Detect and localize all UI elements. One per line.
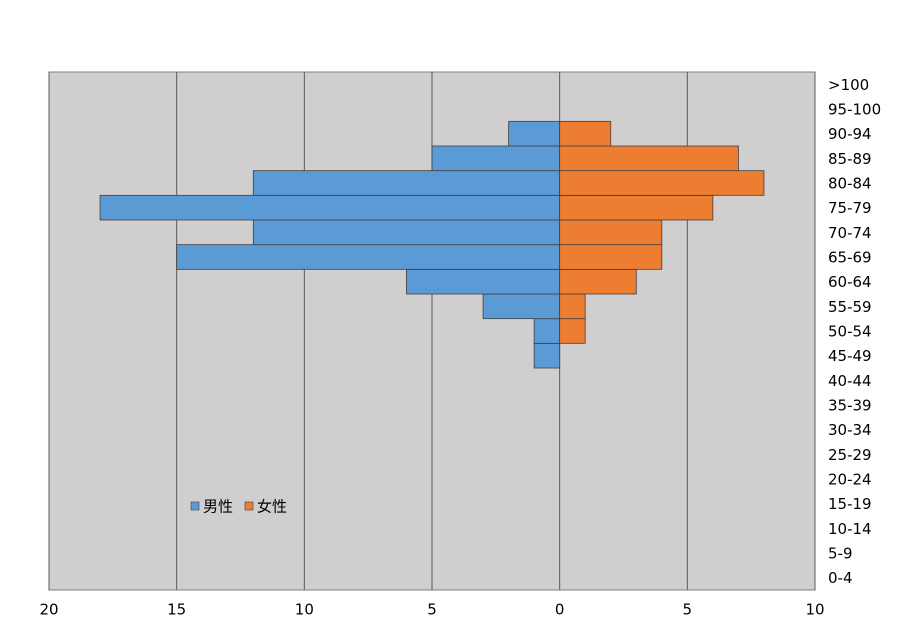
x-tick-label: 10	[295, 601, 314, 619]
y-tick-label: >100	[828, 76, 869, 94]
bar	[482, 293, 561, 320]
y-tick-label: 95-100	[828, 101, 881, 119]
y-tick-label: 15-19	[828, 495, 872, 513]
bar	[559, 244, 663, 270]
y-tick-label: 80-84	[828, 175, 872, 193]
bar	[559, 268, 637, 295]
legend-swatch	[244, 501, 254, 511]
bar	[559, 219, 663, 246]
y-tick-label: 20-24	[828, 471, 872, 489]
y-tick-label: 65-69	[828, 249, 872, 267]
y-tick-label: 5-9	[828, 545, 853, 563]
bar	[533, 318, 561, 344]
bar	[431, 145, 561, 172]
y-tick-label: 10-14	[828, 520, 872, 538]
y-tick-label: 40-44	[828, 372, 872, 390]
y-tick-label: 55-59	[828, 298, 872, 316]
bar	[559, 170, 765, 196]
bar	[406, 268, 561, 295]
y-tick-label: 70-74	[828, 224, 872, 242]
y-tick-label: 75-79	[828, 199, 872, 217]
bar	[559, 194, 714, 221]
y-tick-label: 60-64	[828, 273, 872, 291]
bar	[99, 194, 561, 221]
y-tick-label: 85-89	[828, 150, 872, 168]
bar	[559, 318, 586, 344]
legend-label: 女性	[257, 498, 287, 516]
legend-label: 男性	[203, 498, 233, 516]
y-tick-label: 45-49	[828, 347, 872, 365]
y-tick-label: 90-94	[828, 125, 872, 143]
y-tick-label: 0-4	[828, 569, 853, 587]
x-tick-label: 10	[805, 601, 824, 619]
legend-swatch	[190, 501, 200, 511]
bar	[508, 120, 561, 147]
bar	[559, 145, 739, 172]
y-tick-label: 30-34	[828, 421, 872, 439]
y-tick-label: 25-29	[828, 446, 872, 464]
x-tick-label: 0	[555, 601, 565, 619]
y-tick-label: 50-54	[828, 323, 872, 341]
bar	[533, 342, 561, 369]
bar	[252, 219, 561, 246]
bar	[559, 120, 612, 147]
y-tick-label: 35-39	[828, 397, 872, 415]
x-tick-label: 5	[427, 601, 437, 619]
x-tick-label: 15	[167, 601, 186, 619]
bar	[559, 293, 586, 320]
x-tick-label: 5	[683, 601, 693, 619]
bar	[176, 244, 561, 270]
x-tick-label: 20	[39, 601, 58, 619]
bar	[252, 170, 561, 196]
